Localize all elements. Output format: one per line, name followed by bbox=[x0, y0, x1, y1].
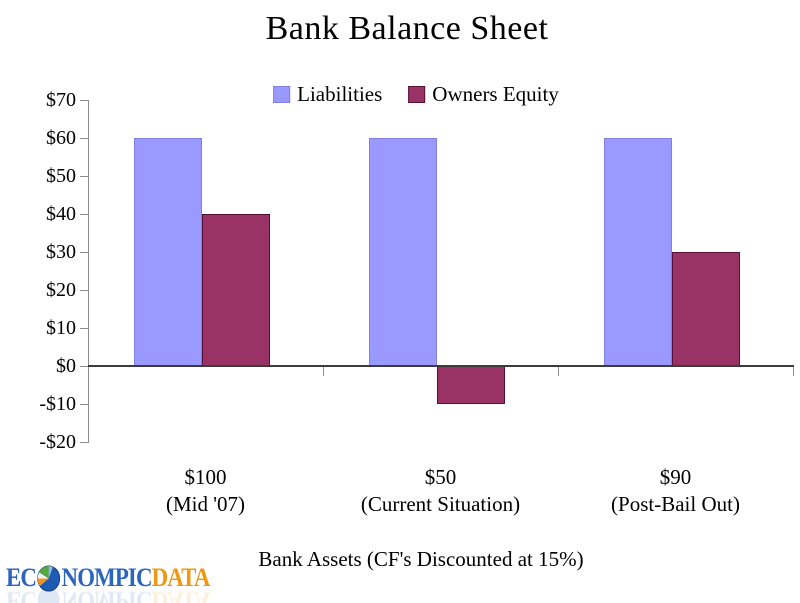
economnpic-data-logo: EC NOMPIC DATA EC NOMPIC DATA bbox=[6, 563, 237, 603]
logo-part-nompic: NOMPIC bbox=[61, 563, 153, 592]
legend: Liabilities Owners Equity bbox=[273, 82, 559, 107]
category-note: (Post-Bail Out) bbox=[611, 492, 740, 516]
x-category-label-1: $50 (Current Situation) bbox=[326, 464, 556, 518]
y-axis-tick-label: $30 bbox=[46, 241, 76, 263]
category-value: $50 bbox=[424, 465, 457, 489]
category-note: (Mid '07) bbox=[165, 492, 246, 516]
x-axis-title: Bank Assets (CF's Discounted at 15%) bbox=[258, 547, 584, 571]
pie-globe-icon bbox=[37, 564, 61, 592]
y-axis-tick bbox=[80, 100, 88, 101]
category-note: (Current Situation) bbox=[360, 492, 521, 516]
bar-liabilities-1 bbox=[369, 138, 437, 366]
legend-item-liabilities: Liabilities bbox=[273, 82, 382, 107]
logo-reflection: EC NOMPIC DATA bbox=[6, 585, 210, 603]
legend-label-liabilities: Liabilities bbox=[297, 82, 383, 106]
x-axis-tick bbox=[558, 367, 559, 376]
bar-liabilities-2 bbox=[604, 138, 672, 366]
x-axis-line bbox=[88, 365, 794, 367]
y-axis-tick bbox=[80, 404, 88, 405]
y-axis-tick-label: $50 bbox=[46, 165, 76, 187]
y-axis-tick bbox=[80, 366, 88, 367]
legend-label-owners-equity: Owners Equity bbox=[432, 82, 559, 106]
logo-part-data: DATA bbox=[151, 563, 211, 592]
y-axis-tick-label: -$10 bbox=[39, 393, 76, 415]
y-axis-tick bbox=[80, 252, 88, 253]
y-axis-tick bbox=[80, 290, 88, 291]
x-category-label-2: $90 (Post-Bail Out) bbox=[561, 464, 791, 518]
y-axis-tick-label: $40 bbox=[46, 203, 76, 225]
x-category-label-0: $100 (Mid '07) bbox=[91, 464, 321, 518]
logo-part-ec: EC bbox=[6, 563, 37, 592]
y-axis-tick-label: $0 bbox=[56, 355, 76, 377]
y-axis-tick bbox=[80, 442, 88, 443]
logo-text: EC NOMPIC DATA bbox=[6, 563, 210, 593]
y-axis-tick-label: -$20 bbox=[39, 431, 76, 453]
x-axis-tick bbox=[323, 367, 324, 376]
bar-owners-equity-2 bbox=[672, 252, 740, 366]
legend-item-owners-equity: Owners Equity bbox=[408, 82, 559, 107]
y-axis-tick-label: $20 bbox=[46, 279, 76, 301]
y-axis-tick bbox=[80, 176, 88, 177]
x-axis-tick bbox=[793, 367, 794, 376]
chart-title: Bank Balance Sheet bbox=[265, 10, 549, 47]
y-axis-tick-label: $70 bbox=[46, 89, 76, 111]
owners-equity-swatch-icon bbox=[408, 86, 426, 103]
bar-liabilities-0 bbox=[134, 138, 202, 366]
bar-owners-equity-0 bbox=[202, 214, 270, 366]
liabilities-swatch-icon bbox=[273, 86, 291, 103]
y-axis-tick-label: $10 bbox=[46, 317, 76, 339]
y-axis-tick bbox=[80, 328, 88, 329]
y-axis-tick bbox=[80, 214, 88, 215]
y-axis-tick-label: $60 bbox=[46, 127, 76, 149]
category-value: $100 bbox=[184, 465, 227, 489]
y-axis-line bbox=[88, 100, 89, 443]
bar-owners-equity-1 bbox=[437, 366, 505, 404]
category-value: $90 bbox=[659, 465, 692, 489]
y-axis-tick bbox=[80, 138, 88, 139]
